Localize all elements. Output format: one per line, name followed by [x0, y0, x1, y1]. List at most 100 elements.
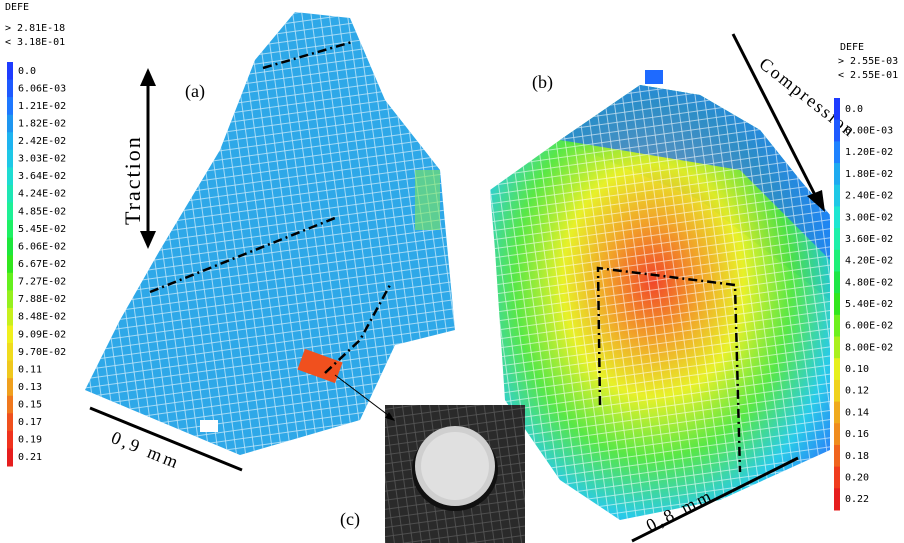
legend-label: 0.18 [845, 451, 869, 462]
legend-label: 6.67E-02 [18, 259, 66, 270]
legend-label: 0.19 [18, 435, 42, 446]
legend-label: 0.21 [18, 452, 42, 463]
scale-label: 0,9 mm [109, 427, 184, 473]
legend-label: 0.22 [845, 494, 869, 505]
voxel-body-b [490, 70, 830, 520]
legend-min: < 2.55E-01 [838, 70, 898, 81]
panel-label: (c) [340, 509, 360, 530]
colorbar-segment [7, 184, 13, 204]
legend-label: 2.40E-02 [845, 191, 893, 202]
colorbar-segment [7, 272, 13, 291]
colorbar-segment [834, 336, 840, 359]
legend-title: DEFE [840, 42, 864, 53]
colorbar-segment [834, 444, 840, 468]
legend-label: 1.21E-02 [18, 101, 66, 112]
legend-label: 0.14 [845, 407, 869, 418]
colorbar-segment [7, 430, 13, 449]
legend-max: > 2.81E-18 [5, 23, 65, 34]
legend-label: 4.20E-02 [845, 256, 893, 267]
colorbar-segment [7, 343, 13, 362]
legend-label: 4.85E-02 [18, 206, 66, 217]
legend-label: 3.60E-02 [845, 234, 893, 245]
legend-label: 0.11 [18, 364, 42, 375]
legend-label: 0.0 [18, 66, 36, 77]
colorbar-segment [7, 255, 13, 274]
legend-label: 0.10 [845, 364, 869, 375]
legend-label: 0.12 [845, 386, 869, 397]
colorbar-segment [7, 237, 13, 256]
colorbar-segment [7, 167, 13, 186]
legend-label: 5.45E-02 [18, 224, 66, 235]
legend: DEFE > 2.55E-03 < 2.55E-01 0.0 6.00E-03 1.… [834, 42, 898, 511]
legend-label: 0.16 [845, 429, 869, 440]
legend-label: 7.88E-02 [18, 294, 66, 305]
voxel-body-a [85, 12, 455, 455]
legend-label: 8.48E-02 [18, 312, 66, 323]
legend-label: 9.70E-02 [18, 347, 66, 358]
legend-label: 2.42E-02 [18, 136, 66, 147]
legend-label: 0.15 [18, 400, 42, 411]
legend-label: 0.20 [845, 472, 869, 483]
colorbar-segment [7, 79, 13, 98]
legend-label: 6.06E-02 [18, 241, 66, 252]
colorbar-segment [834, 98, 840, 121]
colorbar-segment [834, 401, 840, 424]
legend-label: 0.17 [18, 417, 42, 428]
legend: DEFE > 2.81E-18 < 3.18E-01 0.0 6.06E-03 1.… [5, 2, 66, 467]
colorbar-segment [834, 184, 840, 207]
legend-title: DEFE [5, 2, 29, 13]
colorbar-segment [834, 206, 840, 229]
legend-label: 1.82E-02 [18, 118, 66, 129]
colorbar-segment [7, 114, 13, 133]
legend-min: < 3.18E-01 [5, 37, 65, 48]
legend-label: 9.09E-02 [18, 329, 66, 340]
colorbar-segment [7, 378, 13, 397]
colorbar-segment [7, 149, 13, 168]
legend-label: 1.20E-02 [845, 147, 893, 158]
legend-label: 3.03E-02 [18, 154, 66, 165]
colorbar-segment [7, 325, 13, 344]
colorbar-segment [834, 141, 840, 164]
colorbar-segment [7, 290, 13, 309]
colorbar-segment [834, 119, 840, 142]
legend-label: 5.40E-02 [845, 299, 893, 310]
colorbar-segment [834, 271, 840, 294]
colorbar-segment [834, 228, 840, 251]
colorbar-segment [7, 413, 13, 432]
colorbar-segment [834, 163, 840, 186]
colorbar-segment [7, 132, 13, 151]
legend-label: 0.13 [18, 382, 42, 393]
legend-label: 4.24E-02 [18, 189, 66, 200]
annotation-lines [89, 33, 825, 543]
colorbar-segment [834, 488, 840, 511]
colorbar-segment [7, 202, 13, 221]
colorbar-segment [7, 360, 13, 379]
colorbar-segment [7, 62, 13, 81]
traction-label: Traction [120, 135, 145, 225]
colorbar-segment [834, 423, 840, 446]
legend-label: 0.0 [845, 104, 863, 115]
legend-label: 6.00E-02 [845, 321, 893, 332]
panel-label: (b) [532, 72, 553, 93]
panel-label: (a) [185, 81, 205, 102]
colorbar-segment [834, 358, 840, 381]
colorbar-segment [834, 249, 840, 272]
legend-label: 6.06E-03 [18, 83, 66, 94]
colorbar-segment [834, 293, 840, 316]
colorbar-segment [834, 379, 840, 403]
legend-label: 1.80E-02 [845, 169, 893, 180]
colorbar-segment [7, 307, 13, 326]
colorbar-segment [834, 314, 840, 338]
colorbar-segment [7, 395, 13, 414]
colorbar-segment [7, 448, 13, 467]
colorbar-segment [7, 220, 13, 239]
legend-label: 6.00E-03 [845, 126, 893, 137]
legend-label: 7.27E-02 [18, 277, 66, 288]
inset-image-c [334, 374, 525, 543]
legend-label: 8.00E-02 [845, 342, 893, 353]
legend-label: 4.80E-02 [845, 277, 893, 288]
legend-label: 3.64E-02 [18, 171, 66, 182]
legend-max: > 2.55E-03 [838, 56, 898, 67]
